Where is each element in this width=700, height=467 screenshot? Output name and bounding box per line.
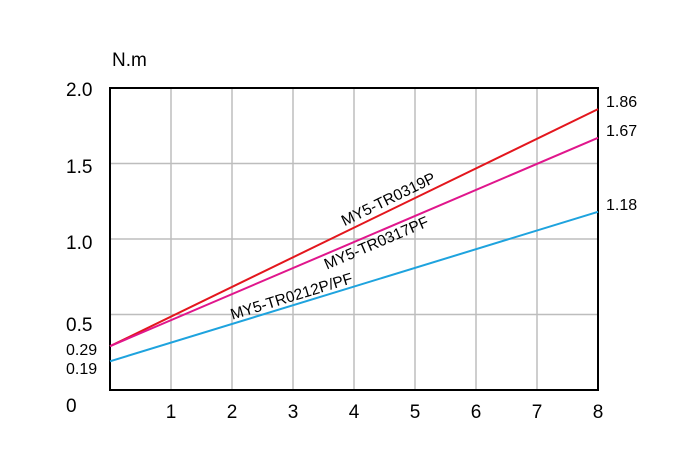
series-line-2 [109, 136, 599, 348]
x-tick-label: 1 [166, 402, 177, 423]
start-value-label: 0.29 [66, 342, 97, 359]
y-tick-label: 1.5 [66, 157, 92, 178]
end-value-label: 1.86 [606, 94, 637, 111]
plot-frame [109, 87, 599, 391]
x-tick-label: 6 [471, 402, 482, 423]
x-tick-label: 4 [349, 402, 360, 423]
series-lines [109, 108, 599, 363]
y-tick-label: 1.0 [66, 233, 92, 254]
x-tick-label: 3 [288, 402, 299, 423]
x-tick-label: 2 [227, 402, 238, 423]
series-line-1 [109, 108, 599, 348]
x-tick-label: 8 [593, 402, 604, 423]
y-tick-label: 0.5 [66, 315, 92, 336]
y-tick-label: 0 [66, 396, 77, 417]
y-unit-label: N.m [112, 50, 147, 71]
end-value-label: 1.18 [606, 197, 637, 214]
labels: 1 2 3 4 5 6 7 800.51.01.52.0N.mMY5-TR0319PMY5-T… [66, 50, 637, 423]
start-value-label: 0.19 [66, 361, 97, 378]
x-tick-label: 7 [532, 402, 543, 423]
grid [110, 88, 598, 390]
x-tick-label: 5 [410, 402, 421, 423]
series-line-3 [109, 210, 599, 363]
y-tick-label: 2.0 [66, 80, 92, 101]
end-value-label: 1.67 [606, 123, 637, 140]
